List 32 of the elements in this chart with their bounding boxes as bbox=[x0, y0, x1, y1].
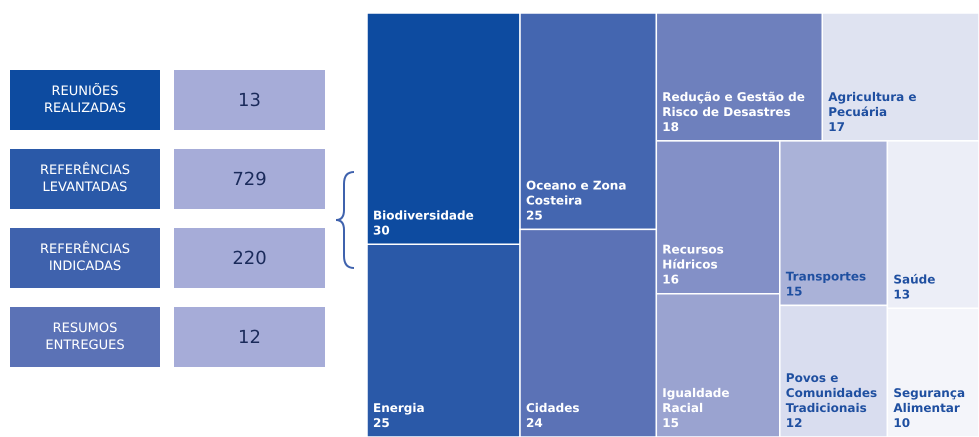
category-label: Energia bbox=[373, 401, 425, 415]
category-label: RESUMOS ENTREGUES bbox=[10, 307, 160, 367]
data-label: 13 bbox=[174, 70, 325, 130]
data-label: 10 bbox=[893, 416, 910, 430]
data-label: 18 bbox=[662, 120, 680, 134]
data-label: 13 bbox=[893, 287, 910, 302]
data-label: 24 bbox=[526, 416, 543, 430]
category-label: Agricultura e Pecuária bbox=[828, 90, 917, 119]
data-label: 16 bbox=[662, 272, 680, 287]
data-label: 25 bbox=[526, 208, 543, 222]
data-label: 12 bbox=[174, 307, 325, 367]
data-label: 15 bbox=[786, 284, 803, 298]
data-label: 17 bbox=[828, 120, 845, 134]
category-label: Transportes bbox=[786, 269, 866, 284]
category-label: Igualdade Racial bbox=[662, 386, 730, 415]
category-label: Segurança Alimentar bbox=[893, 386, 966, 415]
category-label: REFERÊNCIAS LEVANTADAS bbox=[10, 149, 160, 209]
data-label: 729 bbox=[174, 149, 325, 209]
category-label: REUNIÕES REALIZADAS bbox=[10, 70, 160, 130]
category-label: Povos e Comunidades Tradicionais bbox=[786, 371, 878, 415]
category-label: Biodiversidade bbox=[373, 208, 474, 222]
data-label: 220 bbox=[174, 228, 325, 288]
category-label: Saúde bbox=[893, 272, 936, 286]
data-label: 25 bbox=[373, 416, 390, 430]
category-label: Oceano e Zona Costeira bbox=[526, 178, 626, 208]
category-label: Recursos Hídricos bbox=[662, 242, 724, 272]
category-label: Redução e Gestão de Risco de Desastres bbox=[662, 90, 805, 119]
data-label: 15 bbox=[662, 416, 680, 430]
data-label: 30 bbox=[373, 223, 390, 238]
category-label: Cidades bbox=[526, 401, 580, 415]
data-label: 12 bbox=[786, 416, 803, 430]
category-label: REFERÊNCIAS INDICADAS bbox=[10, 228, 160, 288]
